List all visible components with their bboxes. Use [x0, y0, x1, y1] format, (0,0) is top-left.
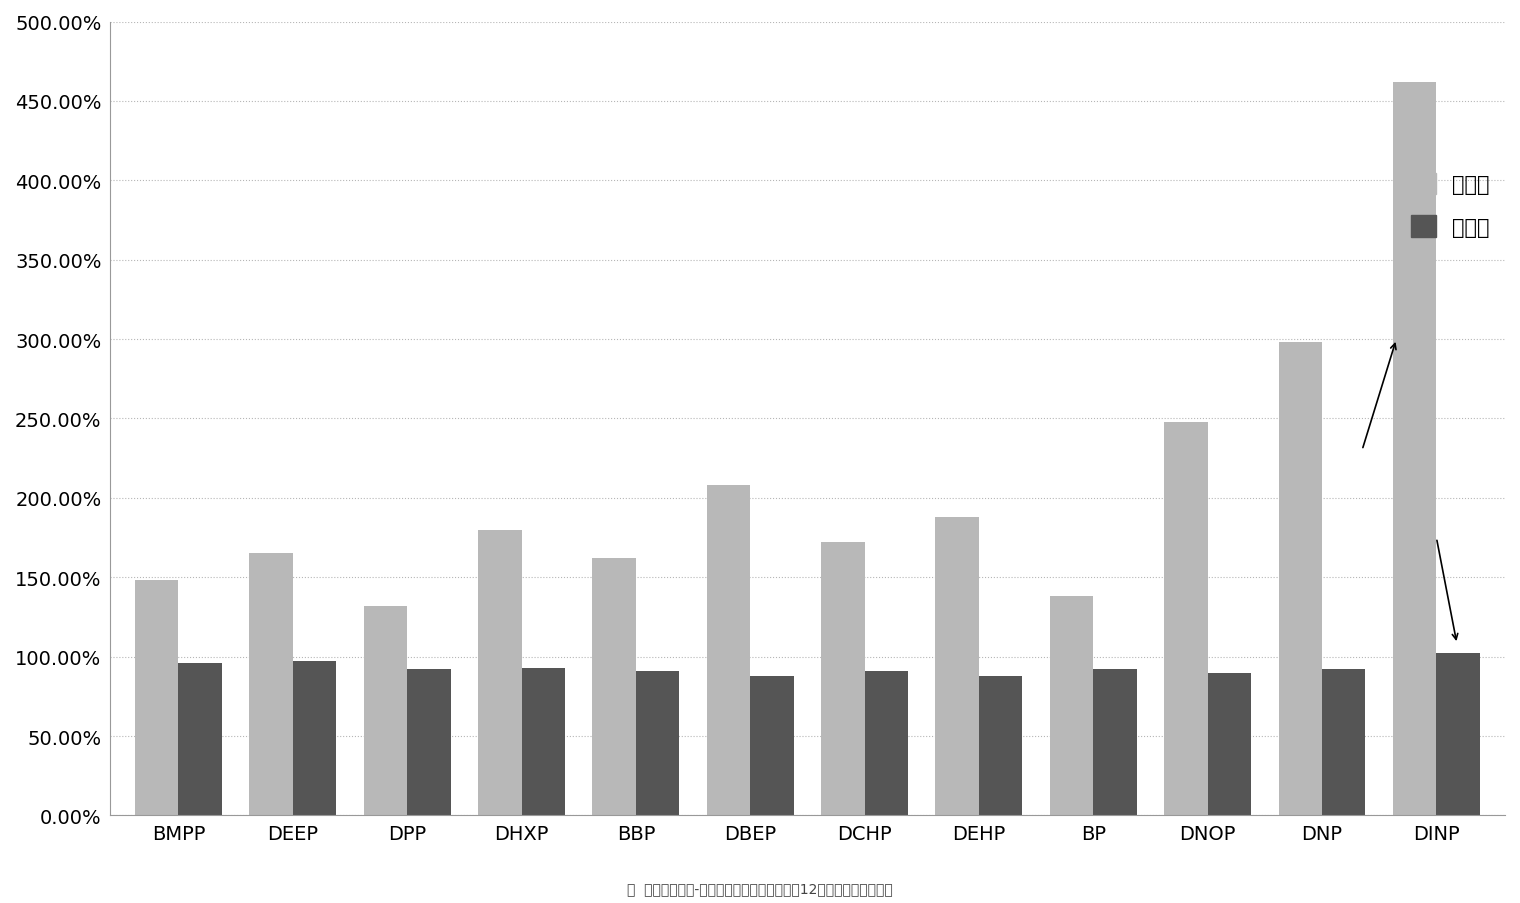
Bar	[178, 664, 222, 815]
Bar	[1164, 423, 1208, 815]
Bar	[1208, 673, 1251, 815]
Bar	[1436, 654, 1480, 815]
Bar	[293, 662, 336, 815]
Text: 图  基质标准校正-气相色谱联用法对热熔胶中12种邻苹二酸酯的测定: 图 基质标准校正-气相色谱联用法对热熔胶中12种邻苹二酸酯的测定	[628, 881, 892, 895]
Bar	[635, 671, 679, 815]
Bar	[979, 676, 1023, 815]
Bar	[1322, 670, 1365, 815]
Bar	[1050, 597, 1093, 815]
Bar	[479, 530, 521, 815]
Bar	[407, 670, 450, 815]
Bar	[935, 517, 979, 815]
Bar	[1093, 670, 1137, 815]
Bar	[521, 668, 565, 815]
Bar	[135, 581, 178, 815]
Bar	[1278, 343, 1322, 815]
Bar	[593, 559, 635, 815]
Bar	[865, 671, 907, 815]
Bar	[1392, 83, 1436, 815]
Bar	[751, 676, 793, 815]
Bar	[821, 543, 865, 815]
Legend: 校正前, 校正后: 校正前, 校正后	[1401, 165, 1499, 246]
Bar	[707, 486, 751, 815]
Bar	[249, 554, 293, 815]
Bar	[363, 606, 407, 815]
